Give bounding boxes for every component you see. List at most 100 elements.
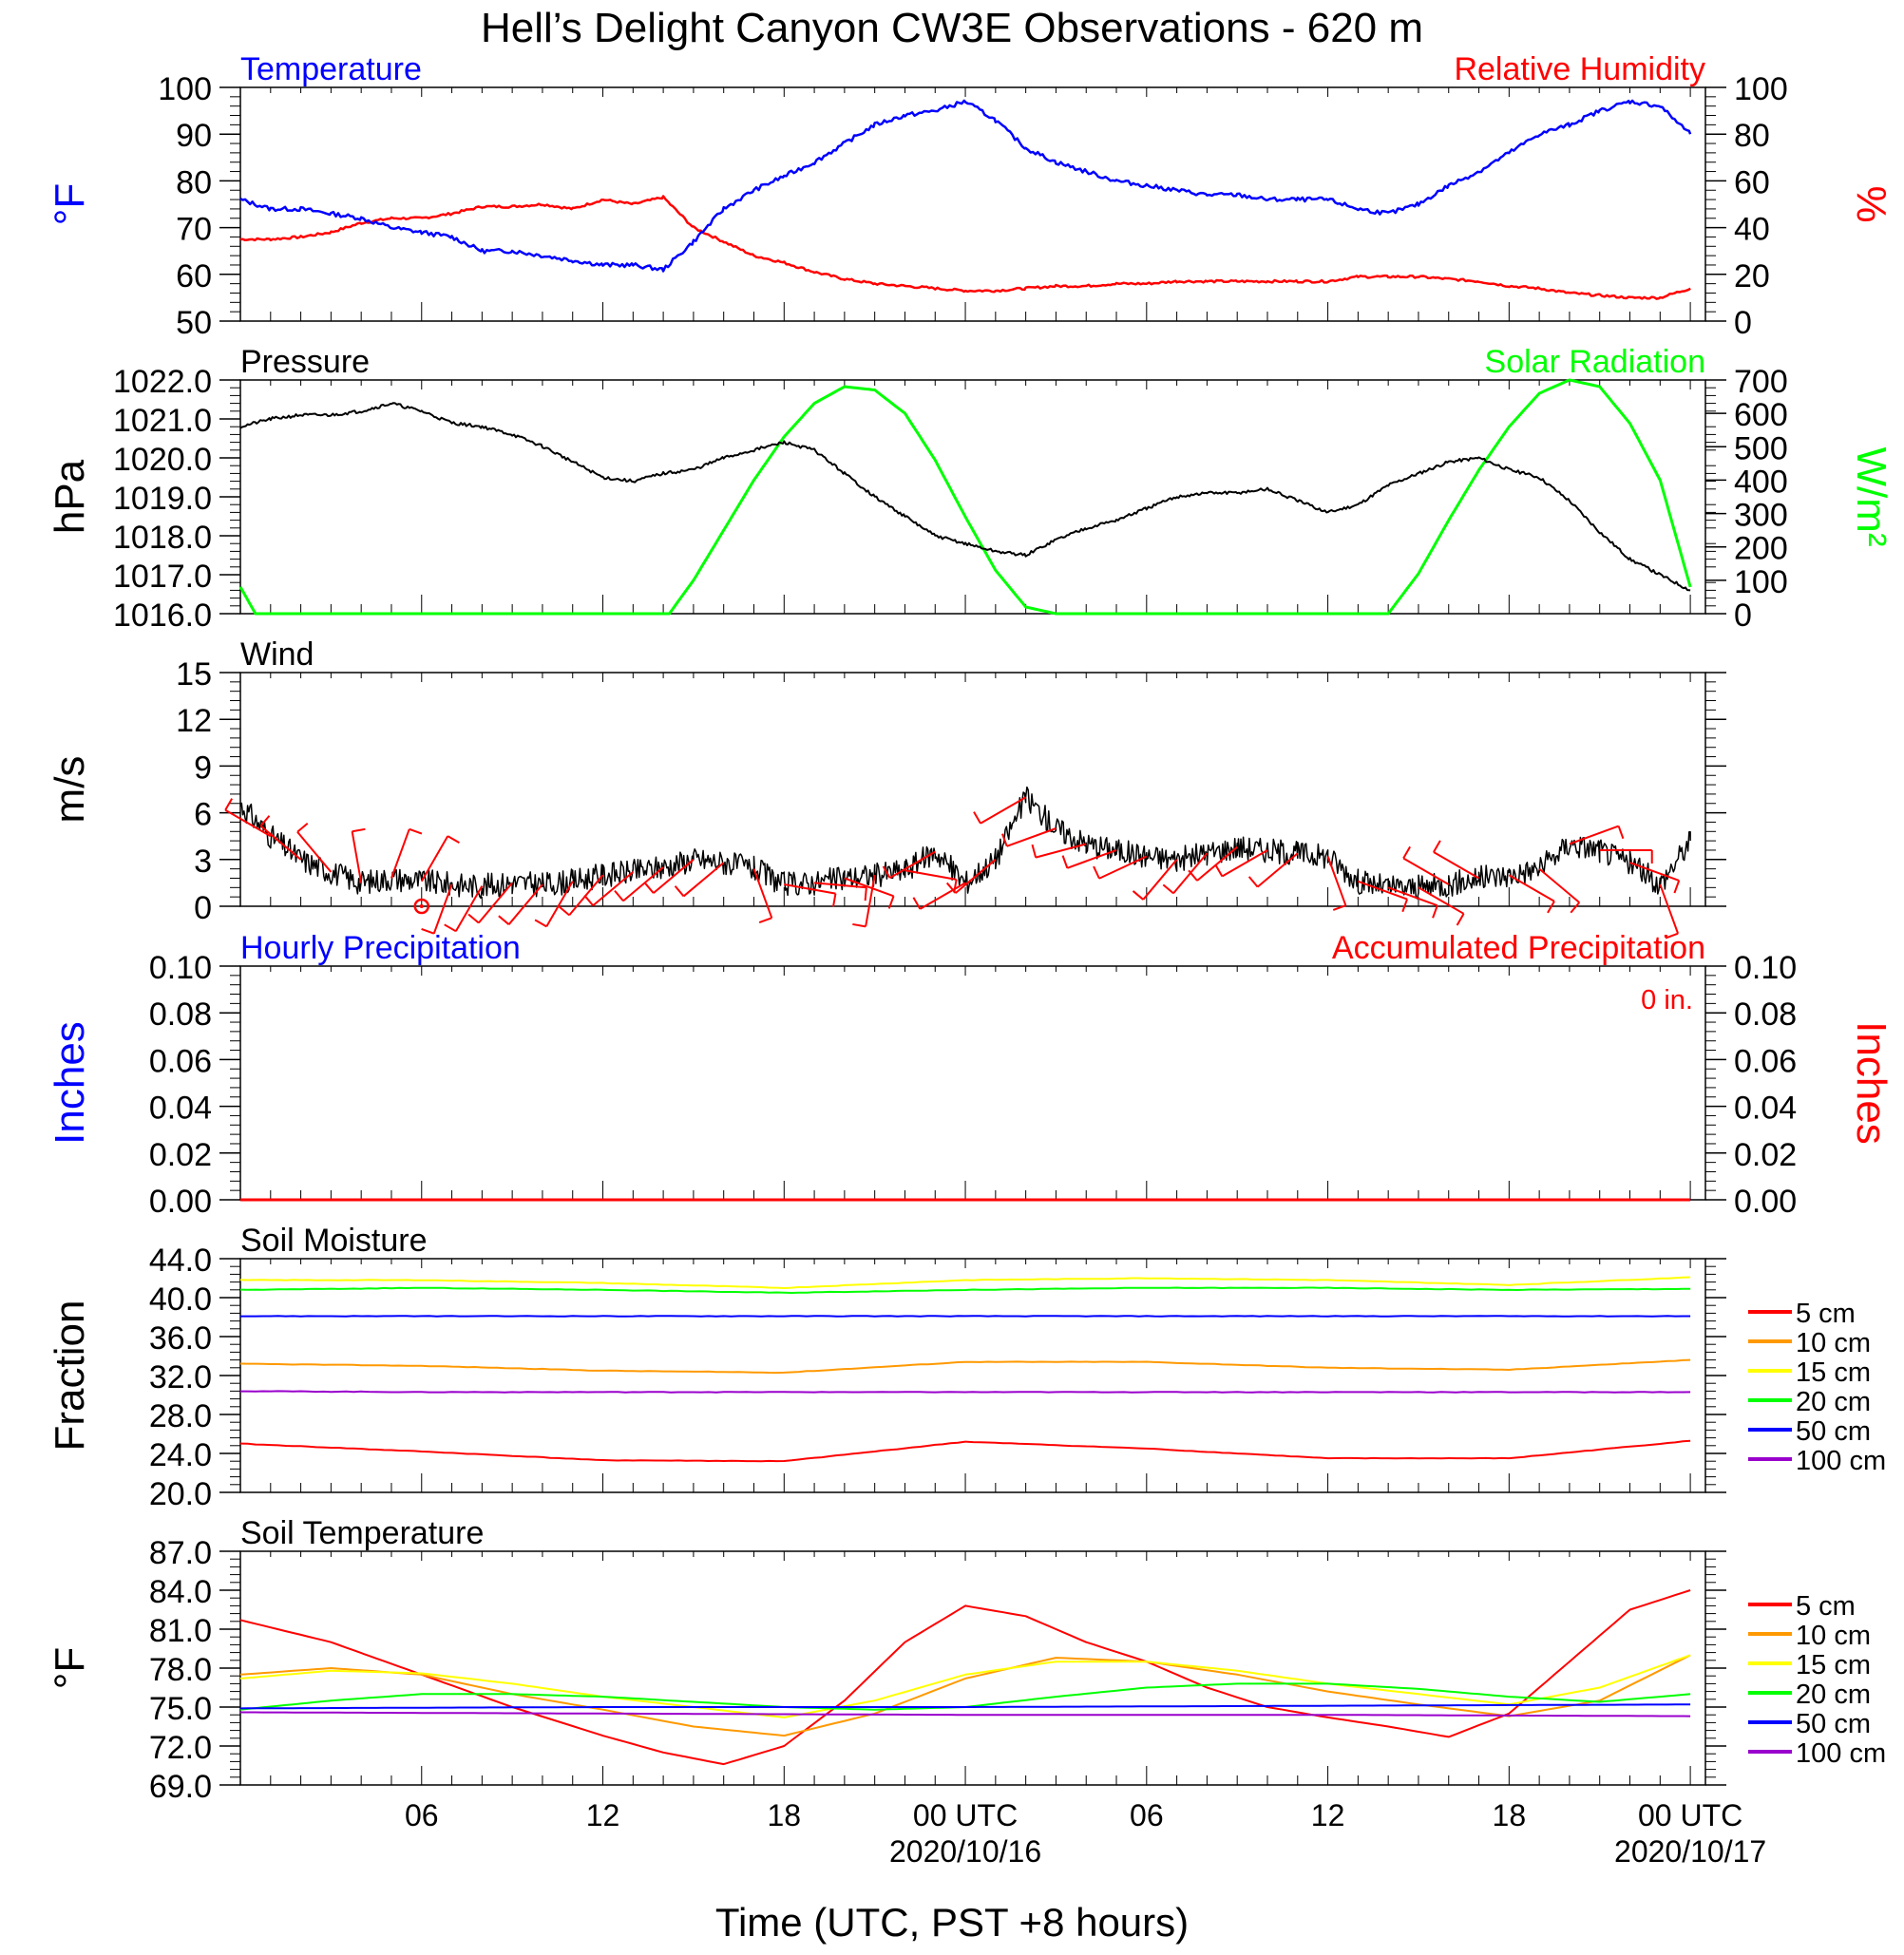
left-tick-label: 60 <box>176 258 212 294</box>
wind-barb <box>682 862 725 898</box>
wind-left-title: Wind <box>240 636 314 673</box>
wind-barb <box>844 877 894 898</box>
precip-x-ticks <box>239 966 1691 1200</box>
wind-barb <box>1418 886 1465 915</box>
soil_temp-x-ticks <box>239 1551 1691 1785</box>
figure-title: Hell’s Delight Canyon CW3E Observations … <box>481 5 1423 51</box>
right-tick-label: 700 <box>1734 364 1788 400</box>
soil-temp-line-50cm <box>239 1703 1691 1710</box>
left-tick-label: 0.00 <box>149 1184 212 1220</box>
precip-right-title: Accumulated Precipitation <box>1332 930 1705 966</box>
temp_rh-right-ticks: 0 20 40 60 80 100 <box>1705 71 1788 341</box>
wind-barb-flag <box>1433 840 1441 853</box>
left-tick-label: 80 <box>176 164 212 200</box>
wind-barb <box>1508 874 1555 902</box>
wind-barb-flag <box>887 895 895 909</box>
right-tick-label: 80 <box>1734 118 1770 154</box>
pressure_solar-right-title: Solar Radiation <box>1485 344 1705 380</box>
calm-wind-marker-dot <box>419 904 424 908</box>
left-tick-label: 0 <box>194 890 212 926</box>
left-tick-label: 70 <box>176 212 212 248</box>
wind-barb-flag <box>1665 932 1679 940</box>
soil-moisture-line-10cm <box>239 1358 1691 1375</box>
wind-barb-flag <box>558 905 570 917</box>
right-tick-label: 0.10 <box>1734 950 1797 986</box>
wind-barb-flag <box>352 827 366 833</box>
wind-barb <box>1433 851 1480 880</box>
x-tick-label: 12 <box>1311 1798 1345 1832</box>
wind-barb-flag <box>832 893 837 907</box>
wind-barb-flag <box>945 882 957 894</box>
wind-barb-flag <box>1214 864 1224 877</box>
soil_moisture-left-title: Soil Moisture <box>240 1223 428 1259</box>
legend-label: 15 cm <box>1796 1357 1871 1388</box>
left-tick-label: 9 <box>194 750 212 786</box>
wind-barb-flag <box>421 927 435 935</box>
x-tick-label: 00 UTC <box>1638 1798 1742 1832</box>
precip-frame <box>239 965 1706 1201</box>
legend-label: 10 cm <box>1796 1328 1871 1358</box>
legend-label: 100 cm <box>1796 1738 1886 1769</box>
wind-barb-flag <box>882 865 891 879</box>
left-tick-label: 87.0 <box>149 1535 212 1571</box>
wind-barb <box>420 835 449 883</box>
left-tick-label: 6 <box>194 797 212 833</box>
wind-barb-flag <box>444 923 457 933</box>
wind-barb <box>1629 862 1680 882</box>
x-tick-label: 12 <box>586 1798 620 1832</box>
wind-barb <box>1257 852 1299 888</box>
x-tick-label: 06 <box>1130 1798 1164 1832</box>
right-tick-label: 20 <box>1734 258 1770 294</box>
left-tick-label: 0.02 <box>149 1137 212 1173</box>
wind-barb-flag <box>1132 890 1144 901</box>
wind-barb <box>568 874 604 916</box>
left-tick-label: 1016.0 <box>113 598 212 634</box>
wind-barb <box>1659 883 1680 935</box>
wind-barb-flag <box>644 882 655 894</box>
wind-barb-flag <box>467 913 480 924</box>
right-tick-label: 400 <box>1734 464 1788 500</box>
legend-label: 50 cm <box>1796 1416 1871 1447</box>
wind-x-ticks <box>239 673 1691 906</box>
soil-temp-line-15cm <box>239 1654 1691 1718</box>
left-tick-label: 72.0 <box>149 1730 212 1766</box>
right-tick-label: 300 <box>1734 498 1788 534</box>
soil-temp-line-100cm <box>240 1711 1691 1718</box>
wind-barb <box>507 883 543 925</box>
wind-left-ticks: 0 3 6 9 12 15 <box>176 656 1726 926</box>
precip-left-title: Hourly Precipitation <box>240 930 521 966</box>
left-tick-label: 0.04 <box>149 1091 212 1127</box>
wind-barb-flag <box>1188 869 1198 882</box>
wind-barb <box>813 882 866 889</box>
calm-wind-marker <box>413 898 430 915</box>
wind-barb-flag <box>1570 902 1581 914</box>
left-tick-label: 20.0 <box>149 1476 212 1512</box>
pressure_solar-frame <box>239 379 1706 615</box>
right-tick-label: 600 <box>1734 397 1788 433</box>
precip-right-ticks: 0.00 0.02 0.04 0.06 0.08 0.10 <box>1705 950 1797 1220</box>
wind-barbs <box>224 796 1681 940</box>
legend-label: 5 cm <box>1796 1591 1856 1622</box>
right-tick-label: 0.02 <box>1734 1137 1797 1173</box>
right-tick-label: 0.00 <box>1734 1184 1797 1220</box>
wind-barb-flag <box>1432 904 1438 919</box>
precip-left-ticks: 0.00 0.02 0.04 0.06 0.08 0.10 <box>149 950 1716 1220</box>
wind-barb <box>1387 886 1438 907</box>
wind-barb <box>1569 825 1619 845</box>
legend-label: 20 cm <box>1796 1680 1871 1710</box>
wind-barb-flag <box>447 835 460 844</box>
wind-barb <box>1358 880 1408 901</box>
wind-barb-flag <box>1547 901 1555 914</box>
accum-precip-total: 0 in. <box>1641 985 1693 1015</box>
soil-moisture-line-20cm <box>239 1286 1691 1294</box>
left-tick-label: 40.0 <box>149 1281 212 1318</box>
wind-barb-flag <box>614 889 624 902</box>
wind-barb-flag <box>1673 880 1681 894</box>
left-tick-label: 1022.0 <box>113 364 212 400</box>
legend-label: 50 cm <box>1796 1709 1871 1739</box>
legend-label: 5 cm <box>1796 1299 1856 1329</box>
left-tick-label: 32.0 <box>149 1359 212 1395</box>
